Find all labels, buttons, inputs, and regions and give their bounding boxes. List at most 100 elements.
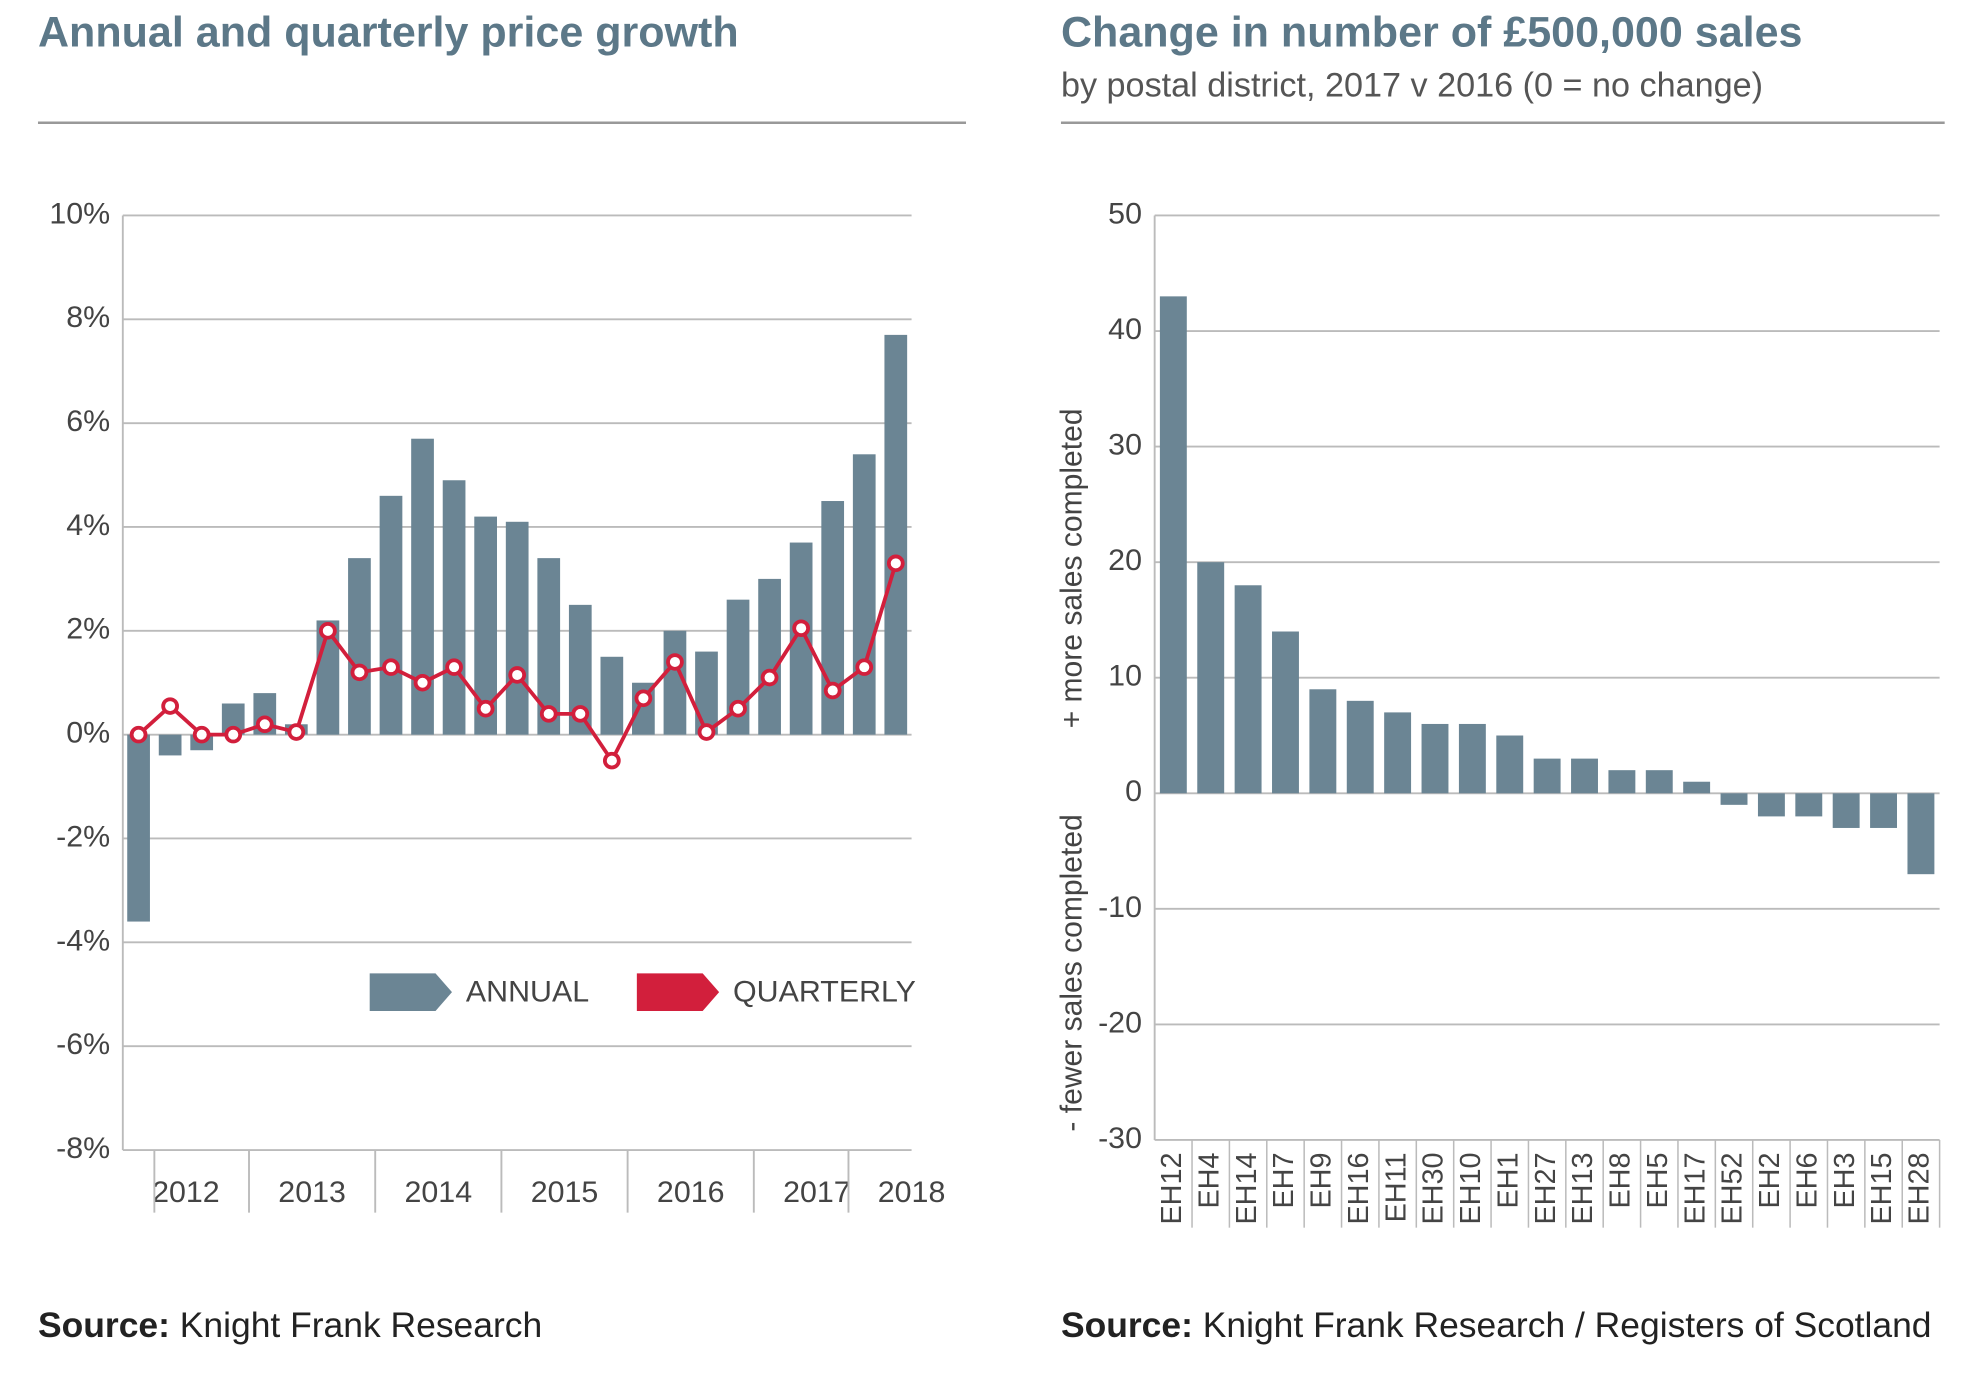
y-tick-label: -30 (1098, 1122, 1142, 1155)
x-tick-label: 2012 (152, 1176, 220, 1209)
line-marker (224, 725, 243, 744)
legend-label: QUARTERLY (733, 975, 916, 1008)
x-tick-label: EH8 (1604, 1153, 1636, 1209)
bar (1496, 735, 1524, 794)
bar (158, 734, 182, 756)
bar (1533, 758, 1561, 794)
x-tick-label: 2013 (278, 1176, 346, 1209)
line-marker (445, 658, 463, 676)
x-tick-label: 2018 (878, 1176, 946, 1209)
x-tick-label: EH7 (1268, 1153, 1300, 1209)
bar (821, 501, 845, 735)
line-marker (287, 723, 306, 741)
y-tick-label: 0 (1125, 775, 1142, 808)
line-marker (255, 715, 274, 734)
y-tick-label: 20 (1108, 544, 1142, 577)
x-tick-label: EH2 (1754, 1153, 1786, 1209)
y-tick-label: 30 (1108, 429, 1142, 462)
line-marker (886, 554, 905, 573)
bar (1309, 689, 1337, 794)
line-marker (634, 689, 653, 708)
bar (789, 542, 813, 735)
bar (1197, 562, 1225, 794)
source-label: Source: (1061, 1306, 1193, 1345)
legend-swatch (369, 973, 452, 1011)
line-marker (729, 699, 747, 718)
x-tick-label: EH30 (1418, 1153, 1450, 1225)
line-marker (792, 619, 811, 637)
bar (474, 516, 497, 735)
bar (1683, 781, 1711, 794)
x-tick-label: EH5 (1642, 1153, 1674, 1209)
line-marker (319, 622, 337, 640)
line-marker (192, 725, 211, 744)
source: Source: Knight Frank Research (38, 1306, 542, 1345)
y-tick-label: 2% (66, 613, 110, 646)
bar (1907, 793, 1935, 875)
source-text: Knight Frank Research (180, 1306, 542, 1345)
line-marker (697, 723, 716, 741)
bar (695, 651, 718, 735)
bar (1272, 631, 1299, 794)
source: Source: Knight Frank Research / Register… (1061, 1306, 1932, 1345)
line-marker (855, 658, 874, 676)
line-marker (823, 681, 842, 700)
legend-swatch (636, 973, 720, 1011)
x-tick-label: EH17 (1679, 1153, 1711, 1225)
bar (884, 334, 908, 735)
bar (1571, 758, 1598, 794)
y-axis-label: - fewer sales completed (1056, 814, 1089, 1131)
bar (852, 454, 876, 735)
bar (1159, 296, 1187, 794)
chart-subtitle: by postal district, 2017 v 2016 (0 = no … (1061, 67, 1763, 105)
legend-label: ANNUAL (466, 975, 589, 1008)
y-tick-label: 8% (66, 301, 110, 334)
bar (537, 558, 561, 735)
y-tick-label: -10 (1098, 891, 1142, 924)
y-tick-label: 10% (49, 198, 110, 231)
source-label: Source: (38, 1306, 170, 1345)
x-tick-label: EH4 (1193, 1153, 1225, 1209)
y-tick-label: -6% (56, 1028, 110, 1061)
x-tick-label: EH27 (1530, 1153, 1562, 1225)
y-tick-label: -20 (1098, 1006, 1142, 1039)
x-tick-label: 2015 (531, 1176, 599, 1209)
x-tick-label: 2016 (657, 1176, 725, 1209)
bar (1832, 793, 1860, 828)
bar (758, 578, 781, 735)
bar (505, 521, 529, 735)
chart-title: Annual and quarterly price growth (38, 9, 739, 57)
bar (1757, 793, 1785, 817)
y-tick-label: -2% (56, 821, 110, 854)
line-marker (539, 705, 558, 723)
y-tick-label: 40 (1108, 313, 1142, 346)
bar (600, 656, 624, 735)
x-tick-label: EH28 (1903, 1153, 1935, 1225)
line-marker (350, 663, 369, 682)
y-tick-label: 4% (66, 509, 110, 542)
x-tick-label: EH1 (1492, 1153, 1524, 1209)
x-tick-label: EH12 (1156, 1153, 1188, 1225)
line-marker (666, 653, 684, 671)
line-marker (382, 658, 400, 676)
bar (127, 734, 150, 922)
line-marker (760, 668, 779, 687)
line-marker (508, 666, 527, 684)
bar (1645, 770, 1673, 794)
bar (442, 480, 466, 735)
source-text: Knight Frank Research / Registers of Sco… (1203, 1306, 1932, 1345)
x-tick-label: EH52 (1717, 1153, 1749, 1225)
y-tick-label: -8% (56, 1132, 110, 1165)
x-tick-label: 2014 (405, 1176, 473, 1209)
bar (1384, 712, 1412, 794)
bar (411, 438, 434, 735)
x-tick-label: EH9 (1305, 1153, 1337, 1209)
x-tick-label: EH10 (1455, 1153, 1487, 1225)
y-tick-label: 0% (66, 717, 110, 750)
y-tick-label: -4% (56, 924, 110, 957)
x-tick-label: EH6 (1791, 1153, 1823, 1209)
bar (221, 703, 245, 735)
line-marker (602, 751, 621, 770)
bar (1608, 770, 1636, 794)
